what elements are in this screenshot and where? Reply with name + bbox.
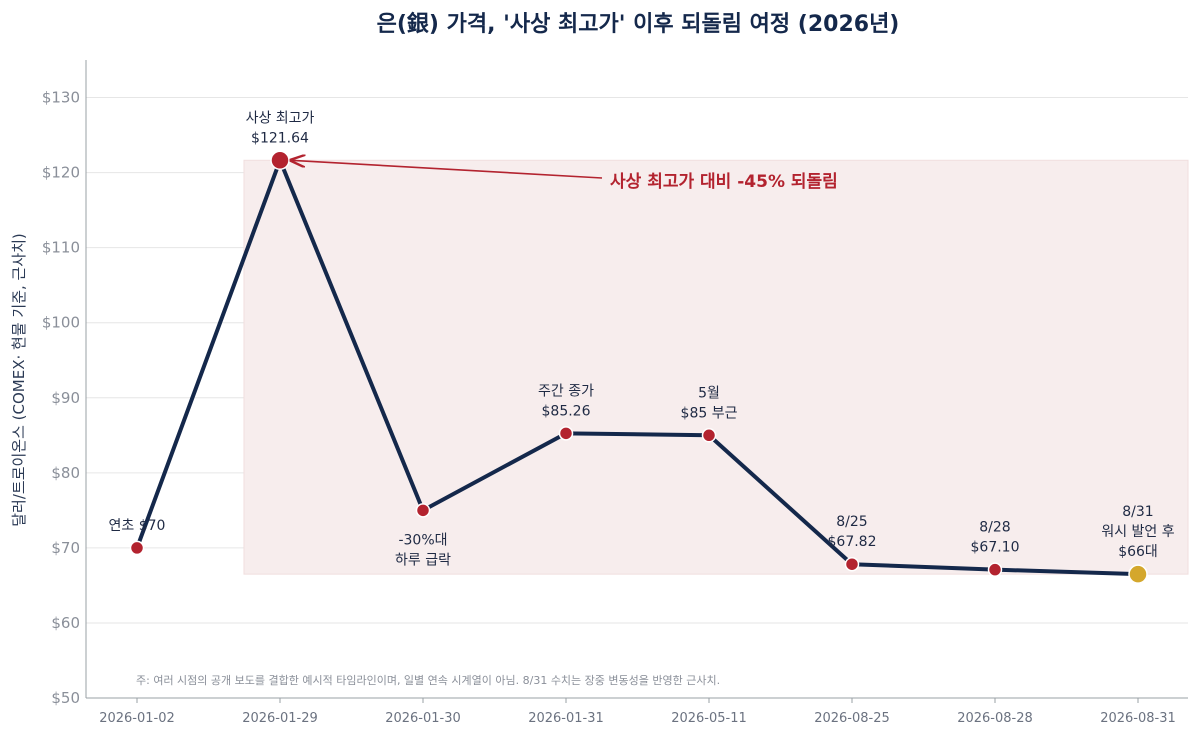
point-label: $67.82	[828, 534, 877, 550]
point-label: 5월	[698, 385, 720, 401]
annotation-arrow	[291, 160, 603, 179]
x-tick-label: 2026-08-28	[957, 711, 1033, 726]
data-point	[270, 150, 290, 171]
point-label: $121.64	[251, 130, 309, 146]
point-label: $67.10	[971, 540, 1020, 556]
data-point	[844, 556, 860, 572]
data-points	[129, 150, 1148, 584]
x-tick-label: 2026-08-31	[1100, 711, 1176, 726]
annotation-text: 사상 최고가 대비 -45% 되돌림	[610, 172, 838, 192]
annotation-layer	[291, 160, 603, 179]
y-tick-label: $90	[51, 389, 80, 407]
chart-title: 은(銀) 가격, '사상 최고가' 이후 되돌림 여정 (2026년)	[377, 12, 900, 37]
point-label: $85 부근	[681, 405, 738, 421]
y-tick-label: $80	[51, 464, 80, 482]
data-point	[1128, 564, 1148, 584]
point-label: 8/25	[836, 514, 867, 530]
y-tick-label: $100	[42, 314, 80, 332]
y-tick-label: $60	[51, 614, 80, 632]
y-tick-label: $130	[42, 89, 80, 107]
point-label: 연초 $70	[109, 518, 166, 534]
x-tick-label: 2026-05-11	[671, 711, 747, 726]
point-label: 8/28	[979, 520, 1010, 536]
x-tick-label: 2026-08-25	[814, 711, 890, 726]
point-label: 주간 종가	[538, 383, 594, 399]
price-line-layer	[135, 158, 1139, 577]
x-tick-label: 2026-01-02	[99, 711, 175, 726]
point-label: $66대	[1118, 544, 1158, 560]
point-label: 8/31	[1122, 504, 1153, 520]
point-label: -30%대	[398, 532, 447, 548]
y-tick-label: $70	[51, 539, 80, 557]
axes: $50 $60 $70 $80 $90 $100 $110 $120 $130 2026-01-0…	[42, 60, 1188, 726]
y-tick-label: $120	[42, 164, 80, 182]
data-point	[558, 426, 574, 441]
point-label: 워시 발언 후	[1101, 524, 1174, 540]
y-tick-label: $50	[51, 689, 80, 707]
point-labels: 연초 $70 사상 최고가 $121.64 -30%대하루 급락 주간 종가 $85.26…	[109, 110, 1175, 568]
data-point	[701, 428, 717, 443]
point-label: $85.26	[542, 403, 591, 419]
x-tick-label: 2026-01-31	[528, 711, 604, 726]
y-tick-label: $110	[42, 239, 80, 257]
data-point	[129, 540, 145, 556]
y-axis-label: 달러/트로이온스 (COMEX· 현물 기준, 근사치)	[10, 233, 28, 527]
price-line	[135, 158, 1139, 577]
x-tick-label: 2026-01-30	[385, 711, 461, 726]
x-tick-label: 2026-01-29	[242, 711, 318, 726]
point-label: 사상 최고가	[246, 110, 315, 126]
drawdown-shade	[243, 159, 1189, 575]
footnote: 주: 여러 시점의 공개 보도를 결합한 예시적 타임라인이며, 일별 연속 시…	[136, 673, 720, 687]
data-point	[415, 503, 431, 518]
data-point	[987, 562, 1003, 577]
drawdown-region	[243, 159, 1189, 575]
point-label: 하루 급락	[395, 552, 451, 568]
